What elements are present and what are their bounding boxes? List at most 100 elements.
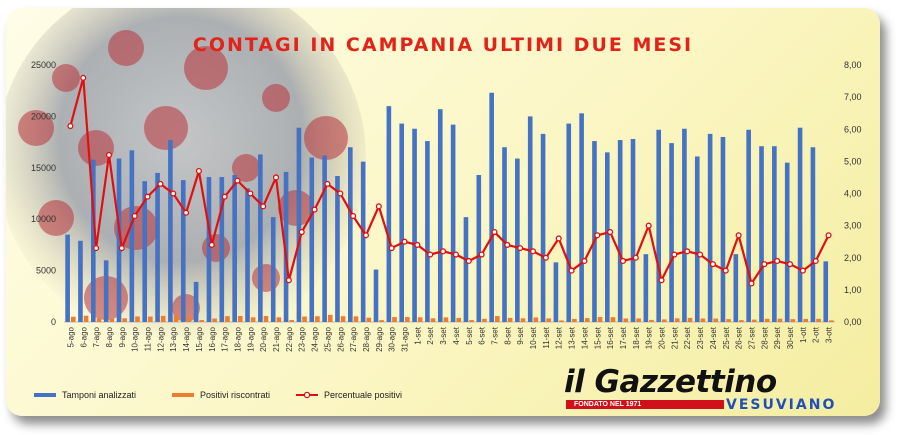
bar-tamponi — [142, 181, 148, 322]
x-tick-label: 23-set — [696, 326, 705, 349]
x-tick-label: 22-ago — [285, 326, 294, 351]
bar-tamponi — [232, 174, 237, 322]
x-tick-label: 20-set — [658, 326, 667, 349]
bar-tamponi — [103, 260, 109, 322]
point-percentuale — [93, 245, 100, 252]
bar-tamponi — [360, 161, 366, 322]
point-percentuale — [221, 193, 228, 200]
bar-tamponi — [643, 254, 649, 322]
bar-tamponi — [810, 147, 816, 322]
point-percentuale — [208, 241, 215, 248]
bar-positivi — [109, 318, 115, 322]
x-tick-label: 11-set — [542, 326, 551, 348]
bar-positivi — [199, 320, 205, 322]
bar-positivi — [507, 317, 513, 322]
point-percentuale — [517, 245, 524, 252]
virus-spike-shape — [304, 116, 348, 160]
x-tick-label: 9-ago — [118, 326, 127, 347]
bar-tamponi — [450, 124, 456, 323]
x-tick-label: 18-set — [632, 326, 641, 349]
bar-positivi — [520, 318, 526, 322]
bar-tamponi — [347, 147, 353, 322]
x-tick-label: 17-set — [619, 326, 628, 349]
x-tick-label: 25-ago — [323, 326, 332, 351]
x-tick-label: 12-set — [555, 326, 564, 349]
point-percentuale — [774, 257, 781, 265]
bar-tamponi — [219, 177, 225, 322]
bar-tamponi — [566, 123, 572, 322]
point-percentuale — [825, 232, 832, 239]
x-tick-label: 15-set — [593, 326, 602, 349]
x-tick-label: 24-set — [709, 326, 718, 349]
bar-tamponi — [707, 133, 713, 322]
point-percentuale — [350, 212, 357, 220]
point-percentuale — [298, 229, 305, 236]
point-percentuale — [658, 277, 665, 284]
bar-tamponi — [746, 129, 751, 322]
x-tick-label: 29-ago — [375, 326, 384, 351]
bar-tamponi — [694, 156, 700, 322]
virus-spike-shape — [184, 46, 228, 90]
x-tick-label: 30-ago — [388, 326, 397, 351]
x-tick-label: 29-set — [773, 326, 782, 349]
point-percentuale — [311, 206, 318, 213]
bar-positivi — [790, 319, 796, 322]
x-tick-label: 24-ago — [311, 326, 320, 351]
bar-positivi — [739, 320, 744, 322]
bar-tamponi — [335, 176, 340, 322]
bar-tamponi — [733, 254, 739, 322]
y-tick-label-left: 25000 — [31, 60, 56, 70]
x-tick-label: 16-set — [606, 326, 615, 349]
point-percentuale — [183, 209, 190, 216]
y-tick-label-left: 0 — [51, 317, 56, 327]
bar-positivi — [559, 320, 564, 322]
point-percentuale — [157, 180, 164, 187]
point-percentuale — [260, 203, 267, 210]
point-percentuale — [247, 190, 254, 197]
point-percentuale — [324, 180, 331, 187]
virus-spike-shape — [38, 200, 74, 236]
bar-positivi — [148, 316, 153, 322]
y-tick-label-right: 8,00 — [844, 60, 862, 70]
logo-red-bar — [566, 400, 724, 409]
point-percentuale — [799, 267, 806, 274]
bar-tamponi — [630, 139, 636, 322]
point-percentuale — [761, 261, 768, 268]
point-percentuale — [568, 267, 575, 274]
point-percentuale — [504, 241, 511, 248]
x-tick-label: 4-set — [452, 326, 461, 345]
bar-tamponi — [463, 217, 469, 322]
x-tick-label: 11-ago — [144, 326, 153, 351]
point-percentuale — [555, 235, 562, 242]
virus-spike-shape — [262, 84, 290, 112]
x-tick-label: 20-ago — [259, 326, 268, 351]
bar-positivi — [597, 317, 603, 322]
x-tick-label: 12-ago — [156, 326, 165, 351]
point-percentuale — [105, 151, 113, 159]
bar-positivi — [662, 319, 667, 322]
point-percentuale — [375, 203, 382, 210]
bar-tamponi — [386, 106, 392, 323]
x-tick-label: 8-ago — [105, 326, 114, 347]
point-percentuale — [542, 254, 549, 261]
bar-positivi — [456, 317, 462, 322]
bar-positivi — [405, 317, 410, 322]
bar-positivi — [122, 318, 127, 322]
bar-tamponi — [309, 157, 315, 322]
bar-positivi — [366, 317, 372, 322]
bar-positivi — [263, 316, 269, 322]
bar-positivi — [379, 320, 384, 322]
x-tick-label: 28-set — [760, 326, 769, 349]
bar-positivi — [392, 317, 397, 322]
bar-tamponi — [129, 150, 135, 322]
bar-tamponi — [682, 128, 687, 322]
legend-marker-percentuale — [303, 391, 311, 399]
x-tick-label: 19-set — [645, 326, 654, 349]
x-tick-label: 27-ago — [349, 326, 358, 351]
bar-tamponi — [476, 174, 482, 322]
bar-tamponi — [592, 141, 597, 322]
bar-tamponi — [604, 152, 610, 322]
virus-spike-shape — [52, 64, 80, 92]
bar-tamponi — [437, 109, 443, 322]
point-percentuale — [697, 251, 704, 258]
